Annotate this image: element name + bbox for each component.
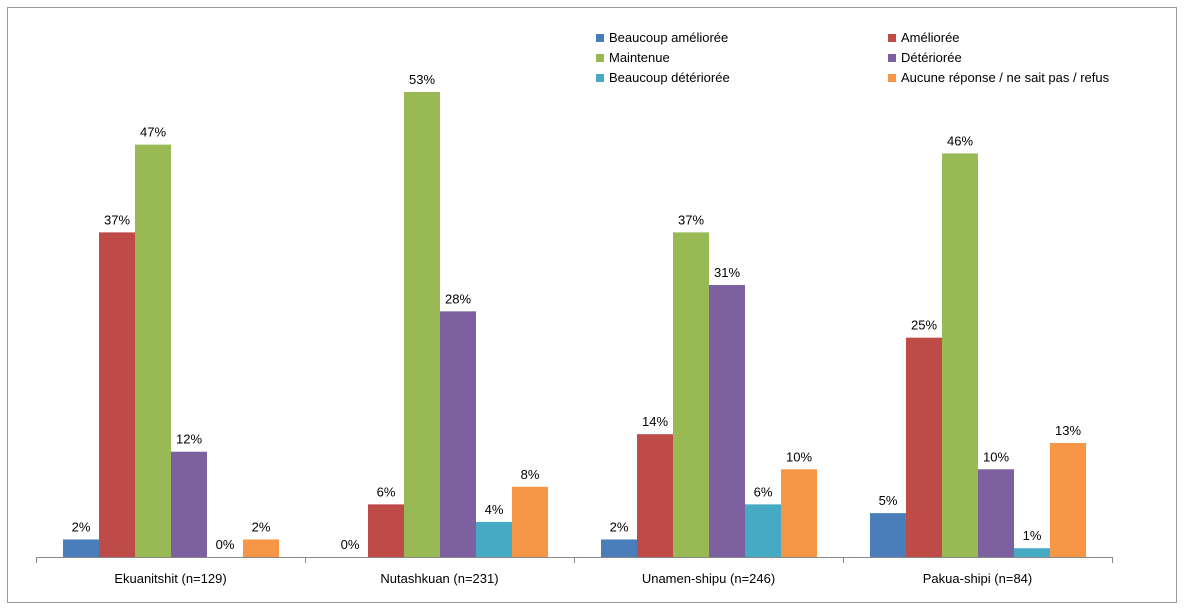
- legend-item-maintenue: Maintenue: [596, 50, 670, 65]
- bar: [637, 434, 673, 557]
- data-label: 2%: [252, 519, 271, 534]
- bar: [440, 311, 476, 557]
- data-label: 31%: [714, 265, 740, 280]
- data-label: 37%: [104, 212, 130, 227]
- bar: [978, 469, 1014, 557]
- data-label: 14%: [642, 414, 668, 429]
- bar: [512, 486, 548, 557]
- legend-swatch: [596, 53, 604, 62]
- data-label: 2%: [610, 519, 629, 534]
- category-label: Ekuanitshit (n=129): [114, 571, 226, 586]
- legend-item-amelioree: Améliorée: [888, 30, 960, 45]
- bar: [781, 469, 817, 557]
- legend-swatch: [888, 73, 896, 82]
- data-label: 0%: [216, 537, 235, 552]
- bar: [99, 232, 135, 557]
- legend-item-deterioree: Détériorée: [888, 50, 962, 65]
- category-label: Pakua-shipi (n=84): [923, 571, 1032, 586]
- bar: [709, 285, 745, 557]
- category-label: Unamen-shipu (n=246): [642, 571, 775, 586]
- bar: [243, 539, 279, 557]
- category-label: Nutashkuan (n=231): [380, 571, 498, 586]
- legend-label: Aucune réponse / ne sait pas / refus: [901, 70, 1110, 85]
- data-label: 12%: [176, 432, 202, 447]
- bar: [942, 153, 978, 557]
- legend-label: Beaucoup améliorée: [609, 30, 729, 45]
- legend-swatch: [888, 53, 896, 62]
- data-label: 6%: [754, 484, 773, 499]
- data-label: 25%: [911, 318, 937, 333]
- bar: [1014, 548, 1050, 557]
- bar: [1050, 442, 1086, 557]
- data-label: 37%: [678, 212, 704, 227]
- legend-label: Détériorée: [901, 50, 962, 65]
- legend-swatch: [596, 33, 604, 42]
- data-label: 46%: [947, 133, 973, 148]
- data-label: 8%: [521, 467, 540, 482]
- bar: [135, 144, 171, 557]
- bar: [476, 521, 512, 557]
- legend-item-aucune-reponse: Aucune réponse / ne sait pas / refus: [888, 70, 1109, 85]
- data-label: 13%: [1055, 423, 1081, 438]
- legend-item-beaucoup-amelioree: Beaucoup améliorée: [596, 30, 728, 45]
- legend-label: Maintenue: [609, 50, 670, 65]
- bar: [171, 451, 207, 557]
- data-label: 28%: [445, 291, 471, 306]
- bar: [601, 539, 637, 557]
- data-label: 47%: [140, 125, 166, 140]
- legend-label: Beaucoup détériorée: [609, 70, 730, 85]
- data-label: 1%: [1023, 528, 1042, 543]
- bar: [906, 337, 942, 557]
- bar: [368, 504, 404, 557]
- bar: [745, 504, 781, 557]
- data-label: 10%: [786, 449, 812, 464]
- legend-swatch: [596, 73, 604, 82]
- data-label: 5%: [879, 493, 898, 508]
- data-label: 53%: [409, 72, 435, 87]
- data-label: 10%: [983, 449, 1009, 464]
- legend-item-beaucoup-deterioree: Beaucoup détériorée: [596, 70, 730, 85]
- data-label: 2%: [72, 519, 91, 534]
- data-label: 4%: [485, 502, 504, 517]
- legend-label: Améliorée: [901, 30, 960, 45]
- bar: [404, 92, 440, 557]
- data-label: 0%: [341, 537, 360, 552]
- legend-swatch: [888, 33, 896, 42]
- bar: [673, 232, 709, 557]
- data-label: 6%: [377, 484, 396, 499]
- bar: [63, 539, 99, 557]
- bar: [870, 513, 906, 557]
